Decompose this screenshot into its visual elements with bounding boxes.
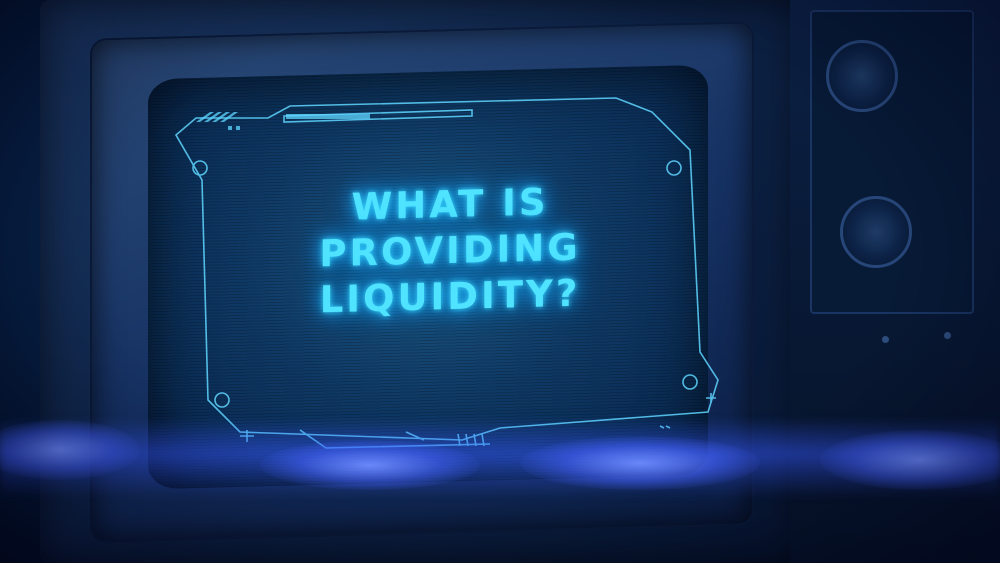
light-glow (260, 440, 480, 490)
title-line-3: LIQUIDITY? (319, 271, 581, 322)
light-glow (520, 436, 760, 490)
title-line-2: PROVIDING (319, 225, 581, 276)
screen-title: WHAT IS PROVIDING LIQUIDITY? (300, 178, 600, 324)
title-line-1: WHAT IS (351, 180, 549, 229)
